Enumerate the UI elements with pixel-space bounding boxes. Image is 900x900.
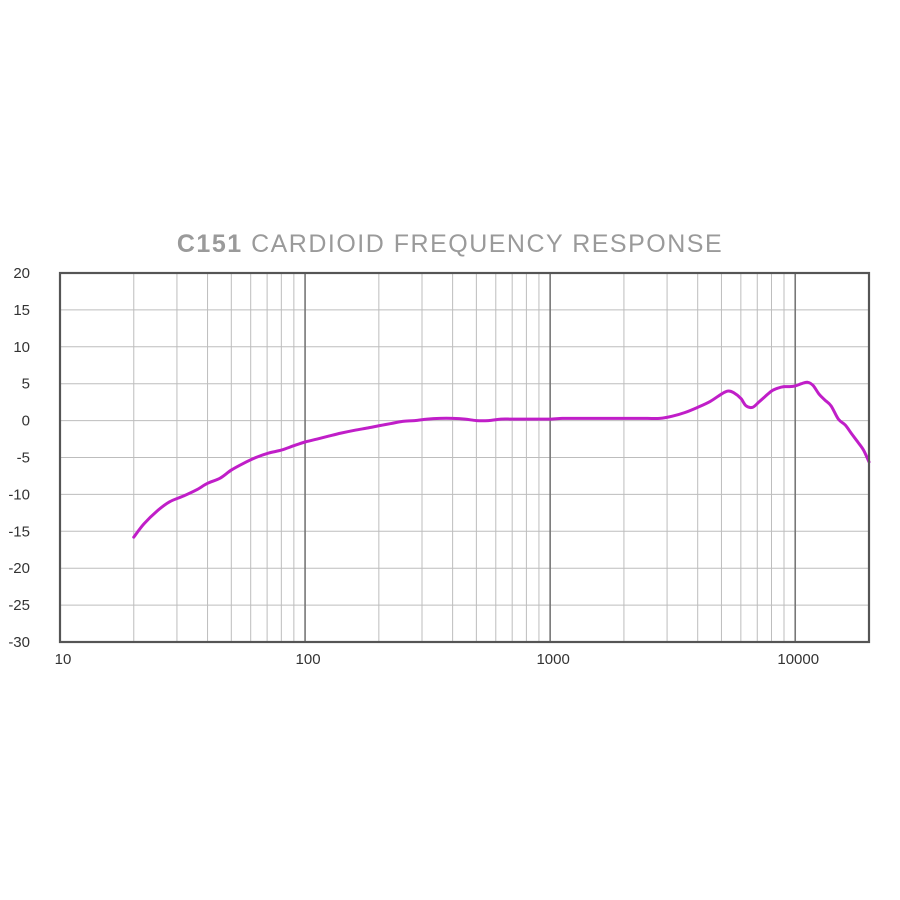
- chart-title-text: CARDIOID FREQUENCY RESPONSE: [251, 230, 724, 258]
- y-tick-label: 10: [13, 339, 30, 356]
- y-tick-label: -10: [8, 486, 30, 503]
- y-tick-label: 5: [22, 376, 30, 393]
- y-tick-label: 0: [22, 413, 30, 430]
- grid: [60, 273, 869, 642]
- y-tick-label: 20: [13, 265, 30, 282]
- x-tick-labels: 10 100 1000 10000: [55, 651, 819, 668]
- y-tick-label: -20: [8, 560, 30, 577]
- response-curve: [132, 380, 871, 539]
- curve-layer: [132, 380, 871, 539]
- x-tick-label: 100: [296, 651, 321, 668]
- plot-frame: [58, 271, 871, 644]
- y-tick-label: -25: [8, 597, 30, 614]
- x-tick-label: 10: [55, 651, 72, 668]
- chart-title: C151 CARDIOID FREQUENCY RESPONSE: [0, 230, 900, 259]
- chart-title-model: C151: [176, 230, 243, 258]
- y-tick-label: -15: [8, 523, 30, 540]
- x-tick-label: 1000: [536, 651, 569, 668]
- y-tick-label: -5: [17, 450, 30, 467]
- y-tick-labels: 20 15 10 5 0 -5 -10 -15 -20 -25 -30: [8, 265, 30, 651]
- x-tick-label: 10000: [777, 651, 819, 668]
- y-tick-label: 15: [13, 302, 30, 319]
- y-tick-label: -30: [8, 634, 30, 651]
